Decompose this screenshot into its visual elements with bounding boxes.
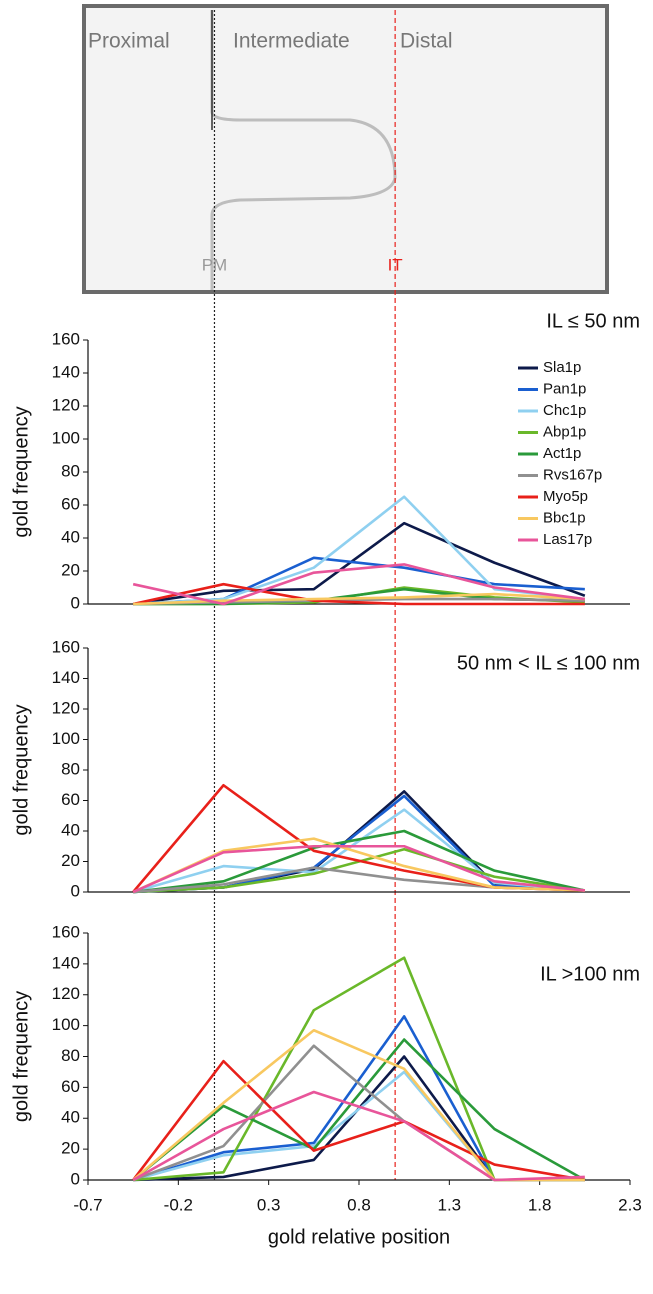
x-tick-label: 0.8 (347, 1195, 371, 1214)
y-tick-label: 80 (61, 461, 80, 480)
y-tick-label: 160 (52, 329, 80, 348)
y-tick-label: 40 (61, 527, 80, 546)
series-line (132, 582, 585, 606)
series-line (132, 1038, 586, 1182)
y-tick-label: 0 (71, 881, 80, 900)
y-tick-label: 20 (61, 851, 80, 870)
y-tick-label: 100 (52, 729, 80, 748)
legend-label: Las17p (543, 531, 592, 548)
series-line (132, 1059, 586, 1182)
membrane-profile (210, 10, 397, 290)
y-tick-label: 140 (52, 668, 80, 687)
y-tick-label: 40 (61, 820, 80, 839)
reference-label: PM (202, 255, 228, 274)
y-tick-label: 80 (61, 1046, 80, 1065)
region-label: Intermediate (233, 30, 350, 53)
series-line (133, 597, 585, 606)
y-tick-label: 20 (61, 560, 80, 579)
chart-title: IL >100 nm (540, 963, 640, 985)
series-line (133, 829, 586, 894)
series-line (132, 1090, 585, 1182)
y-tick-label: 0 (71, 593, 80, 612)
x-tick-label: 1.8 (528, 1195, 552, 1214)
y-tick-label: 60 (61, 1077, 80, 1096)
x-tick-label: -0.2 (164, 1195, 193, 1214)
x-tick-label: 1.3 (438, 1195, 462, 1214)
reference-label: IT (388, 255, 403, 274)
y-tick-label: 160 (52, 922, 80, 941)
y-axis-label: gold frequency (10, 991, 32, 1122)
legend-label: Rvs167p (543, 466, 602, 483)
y-tick-label: 40 (61, 1108, 80, 1127)
x-axis-label: gold relative position (268, 1226, 450, 1248)
y-tick-label: 120 (52, 984, 80, 1003)
y-tick-label: 140 (52, 953, 80, 972)
legend-label: Myo5p (543, 488, 588, 505)
y-tick-label: 60 (61, 494, 80, 513)
y-tick-label: 100 (52, 1015, 80, 1034)
y-tick-label: 20 (61, 1139, 80, 1158)
series-line (133, 956, 585, 1182)
diagram-box (82, 4, 609, 294)
chart-title: IL ≤ 50 nm (546, 310, 640, 332)
y-tick-label: 140 (52, 362, 80, 381)
y-tick-label: 0 (71, 1169, 80, 1188)
legend-label: Chc1p (543, 402, 586, 419)
series-line (132, 1028, 585, 1182)
region-label: Distal (400, 30, 453, 53)
x-tick-label: 2.3 (618, 1195, 642, 1214)
series-line (132, 844, 585, 894)
y-tick-label: 160 (52, 637, 80, 656)
y-tick-label: 60 (61, 790, 80, 809)
region-label: Proximal (88, 30, 170, 53)
legend-label: Abp1p (543, 423, 586, 440)
x-tick-label: 0.3 (257, 1195, 281, 1214)
legend-label: Sla1p (543, 359, 581, 376)
series-line (132, 521, 586, 606)
legend-label: Bbc1p (543, 509, 586, 526)
legend-label: Pan1p (543, 380, 586, 397)
y-tick-label: 80 (61, 759, 80, 778)
y-tick-label: 120 (52, 698, 80, 717)
x-tick-label: -0.7 (73, 1195, 102, 1214)
series-line (132, 563, 585, 606)
y-tick-label: 120 (52, 395, 80, 414)
chart-title: 50 nm < IL ≤ 100 nm (457, 652, 640, 674)
y-axis-label: gold frequency (10, 704, 32, 835)
y-tick-label: 100 (52, 428, 80, 447)
legend-label: Act1p (543, 445, 581, 462)
y-axis-label: gold frequency (10, 406, 32, 537)
